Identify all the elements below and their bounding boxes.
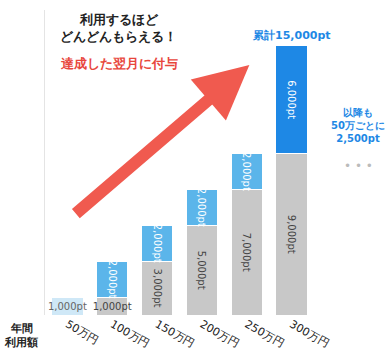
svg-text:9,000pt: 9,000pt <box>286 215 297 254</box>
svg-text:2,000pt: 2,000pt <box>107 260 118 299</box>
svg-text:100万円: 100万円 <box>108 318 152 351</box>
svg-text:2,000pt: 2,000pt <box>241 152 252 191</box>
svg-text:50万円: 50万円 <box>63 318 101 347</box>
svg-text:3,000pt: 3,000pt <box>152 269 163 308</box>
svg-text:以降も50万ごとに2,500pt: 以降も50万ごとに2,500pt <box>331 107 385 144</box>
svg-text:5,000pt: 5,000pt <box>196 251 207 290</box>
svg-text:1,000pt: 1,000pt <box>48 301 87 312</box>
svg-text:• • •: • • • <box>344 159 373 173</box>
svg-text:1,000pt: 1,000pt <box>93 301 132 312</box>
svg-text:累計15,000pt: 累計15,000pt <box>252 29 331 42</box>
svg-text:150万円: 150万円 <box>153 318 197 351</box>
svg-text:年間利用額: 年間利用額 <box>4 322 38 349</box>
svg-text:7,000pt: 7,000pt <box>241 233 252 272</box>
svg-text:2,000pt: 2,000pt <box>152 224 163 263</box>
svg-text:達成した翌月に付与: 達成した翌月に付与 <box>60 56 178 71</box>
svg-text:2,000pt: 2,000pt <box>196 188 207 227</box>
svg-text:200万円: 200万円 <box>198 318 242 351</box>
svg-text:利用するほどどんどんもらえる！: 利用するほどどんどんもらえる！ <box>60 12 177 44</box>
svg-text:250万円: 250万円 <box>243 318 287 351</box>
svg-text:6,000pt: 6,000pt <box>286 80 297 119</box>
svg-text:300万円: 300万円 <box>287 318 331 351</box>
